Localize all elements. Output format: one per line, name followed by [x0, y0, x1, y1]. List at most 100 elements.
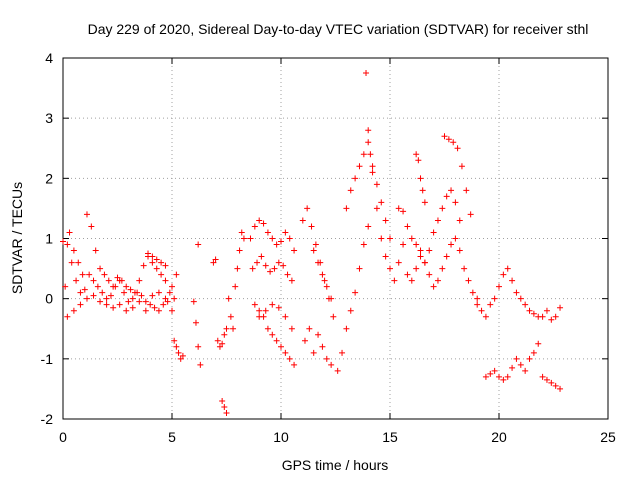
- data-point: [92, 247, 99, 254]
- data-point: [116, 301, 123, 308]
- data-point: [153, 256, 160, 263]
- data-point: [478, 307, 485, 314]
- data-point: [369, 163, 376, 170]
- data-point: [275, 304, 282, 311]
- x-tick-label: 25: [600, 429, 616, 445]
- data-point: [535, 340, 542, 347]
- data-point: [434, 277, 441, 284]
- data-point: [160, 301, 167, 308]
- data-point: [356, 265, 363, 272]
- data-point: [97, 298, 104, 305]
- y-tick-label: 2: [45, 170, 53, 186]
- data-point: [413, 265, 420, 272]
- data-point: [387, 265, 393, 272]
- data-point: [269, 301, 276, 308]
- data-point: [526, 355, 533, 362]
- data-point: [526, 307, 533, 314]
- data-point: [304, 205, 311, 212]
- data-point: [445, 136, 452, 143]
- data-point: [365, 127, 372, 134]
- data-point: [256, 307, 263, 314]
- data-point: [97, 265, 104, 272]
- x-tick-label: 20: [491, 429, 507, 445]
- data-point: [221, 403, 228, 410]
- data-point: [212, 256, 219, 263]
- y-tick-label: 0: [45, 291, 53, 307]
- data-point: [232, 283, 239, 290]
- data-point: [288, 325, 295, 332]
- data-point: [454, 145, 461, 152]
- data-point: [273, 241, 280, 248]
- data-point: [192, 319, 199, 326]
- data-point: [557, 385, 564, 392]
- data-point: [408, 235, 415, 242]
- data-point: [360, 241, 367, 248]
- data-point: [131, 289, 138, 296]
- data-point: [430, 283, 437, 290]
- data-point: [70, 247, 77, 254]
- data-point: [509, 277, 516, 284]
- data-point: [443, 253, 450, 260]
- data-point: [127, 286, 134, 293]
- data-point: [522, 301, 529, 308]
- data-point: [439, 205, 446, 212]
- data-point: [517, 295, 524, 302]
- data-point: [463, 187, 470, 194]
- data-point: [395, 259, 402, 266]
- data-point: [417, 175, 424, 182]
- data-point: [356, 163, 363, 170]
- data-point: [474, 295, 481, 302]
- y-tick-label: 4: [45, 50, 53, 66]
- data-point: [369, 169, 376, 176]
- data-point: [251, 223, 258, 230]
- data-point: [299, 217, 306, 224]
- data-point: [310, 247, 317, 254]
- data-point: [149, 259, 156, 266]
- data-point: [439, 265, 446, 272]
- data-point: [452, 199, 459, 206]
- data-point: [129, 295, 136, 302]
- data-point: [103, 301, 110, 308]
- data-point: [334, 367, 341, 374]
- data-point: [258, 253, 265, 260]
- data-point: [328, 361, 335, 368]
- data-point: [70, 307, 77, 314]
- data-point: [118, 277, 125, 284]
- data-point: [171, 337, 178, 344]
- data-point: [474, 301, 481, 308]
- data-point: [513, 289, 520, 296]
- data-point: [339, 349, 346, 356]
- data-point: [129, 304, 136, 311]
- data-point: [260, 220, 267, 227]
- data-point: [487, 301, 494, 308]
- data-point: [360, 151, 367, 158]
- data-point: [323, 355, 330, 362]
- data-point: [343, 325, 350, 332]
- grid-lines: [63, 58, 608, 419]
- data-point: [62, 283, 69, 290]
- data-point: [491, 295, 498, 302]
- data-point: [173, 271, 180, 278]
- data-point: [223, 325, 230, 332]
- data-point: [173, 343, 180, 350]
- data-point: [66, 229, 73, 236]
- data-point: [310, 349, 317, 356]
- data-point: [291, 247, 298, 254]
- data-point: [101, 271, 108, 278]
- data-point: [125, 298, 132, 305]
- data-point: [291, 361, 298, 368]
- data-point: [491, 367, 498, 374]
- data-point: [269, 331, 276, 338]
- data-point: [343, 205, 350, 212]
- data-point: [271, 265, 278, 272]
- data-point: [496, 373, 502, 380]
- data-point: [284, 271, 291, 278]
- data-point: [352, 175, 359, 182]
- data-point: [552, 382, 559, 389]
- data-point: [315, 331, 322, 338]
- data-point: [286, 235, 293, 242]
- data-point: [421, 199, 428, 206]
- data-point: [195, 343, 202, 350]
- data-point: [221, 331, 228, 338]
- data-point: [219, 397, 226, 404]
